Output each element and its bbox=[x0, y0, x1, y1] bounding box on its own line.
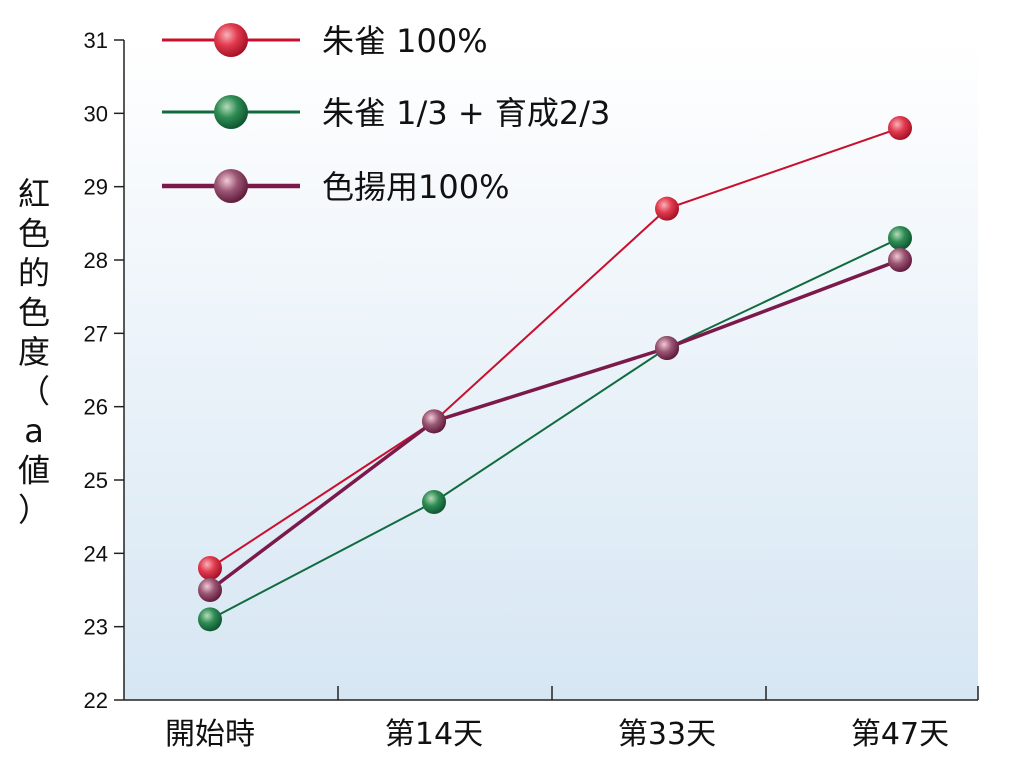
plot-area bbox=[124, 40, 978, 700]
data-point bbox=[198, 556, 222, 580]
data-point bbox=[422, 490, 446, 514]
y-tick-label: 29 bbox=[84, 175, 108, 200]
x-tick-label: 開始時 bbox=[165, 717, 255, 752]
y-axis-label-char: 度 bbox=[18, 333, 50, 371]
y-axis-label: 紅色的色度（ a 値） bbox=[18, 175, 50, 529]
y-tick-label: 25 bbox=[84, 468, 108, 493]
y-axis: 22 23 24 25 26 27 28 29 30 31 bbox=[84, 28, 125, 713]
y-axis-label-char: 値 bbox=[18, 452, 50, 490]
series-line bbox=[209, 127, 901, 569]
data-point bbox=[198, 578, 222, 602]
y-tick-label: 30 bbox=[84, 101, 108, 126]
data-point bbox=[888, 248, 912, 272]
x-axis: 開始時 第14天 第33天 第47天 bbox=[124, 686, 979, 752]
x-tick-label: 第14天 bbox=[385, 717, 483, 752]
y-tick-label: 28 bbox=[84, 248, 108, 273]
y-axis-label-char: 色 bbox=[18, 294, 50, 332]
y-axis-label-char: 的 bbox=[18, 254, 50, 292]
legend-label: 色揚用100% bbox=[322, 168, 510, 206]
data-point bbox=[198, 607, 222, 632]
y-axis-label-char: （ bbox=[18, 373, 50, 411]
data-point bbox=[655, 336, 679, 360]
y-tick-label: 26 bbox=[84, 395, 108, 420]
legend-label: 朱雀 100% bbox=[322, 22, 488, 60]
y-axis-label-char: 紅 bbox=[18, 175, 50, 213]
y-axis-label-text: 紅色的色度（ a 値） bbox=[18, 175, 50, 529]
series-line bbox=[209, 237, 901, 621]
data-point bbox=[422, 409, 446, 434]
data-point bbox=[888, 116, 912, 140]
y-axis-label-char: a bbox=[24, 412, 44, 450]
legend-marker bbox=[214, 95, 248, 129]
y-tick-label: 24 bbox=[84, 541, 108, 566]
y-tick-label: 22 bbox=[84, 688, 108, 713]
legend-label: 朱雀 1/3 + 育成2/3 bbox=[322, 94, 610, 132]
y-tick-label: 27 bbox=[84, 321, 108, 346]
y-axis-label-char: 色 bbox=[18, 215, 50, 253]
legend-marker bbox=[214, 169, 248, 203]
y-tick-label: 31 bbox=[84, 28, 108, 53]
data-point bbox=[655, 196, 679, 221]
data-point bbox=[888, 226, 912, 250]
legend-marker bbox=[214, 23, 248, 57]
series-line bbox=[208, 258, 901, 592]
x-tick-label: 第47天 bbox=[851, 717, 949, 752]
y-tick-label: 23 bbox=[84, 615, 108, 640]
y-axis-label-char: ） bbox=[18, 491, 50, 529]
legend: 朱雀 100% 朱雀 1/3 + 育成2/3 色揚用100% bbox=[162, 22, 610, 206]
x-tick-label: 第33天 bbox=[618, 717, 716, 752]
